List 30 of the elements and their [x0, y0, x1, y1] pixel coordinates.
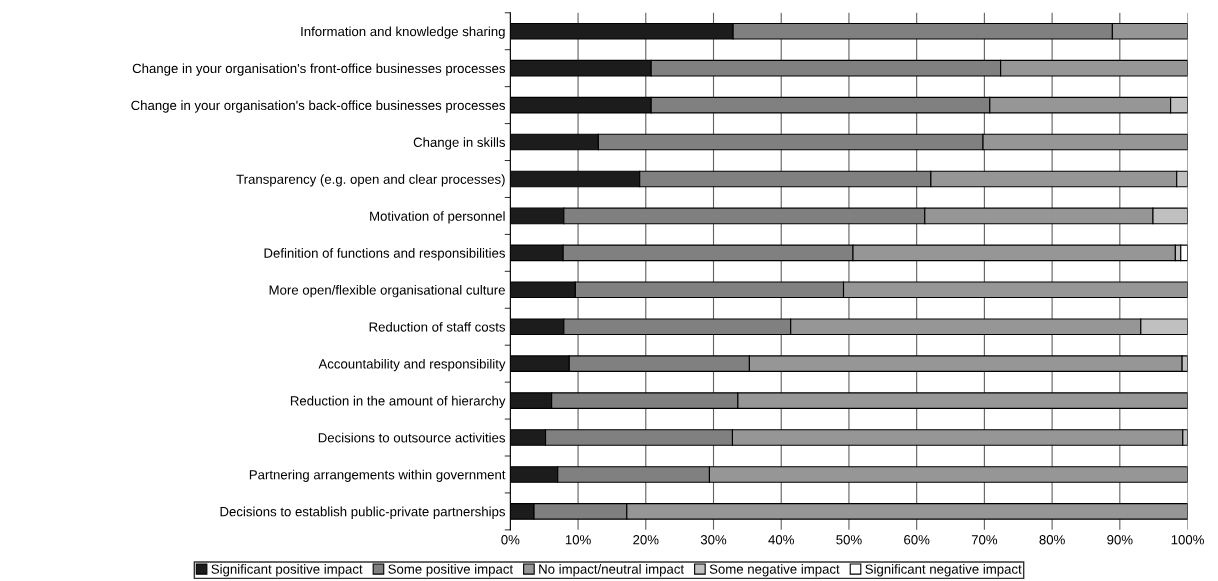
- x-tick-label: 60%: [904, 535, 930, 545]
- y-tick-label: Reduction of staff costs: [369, 321, 506, 332]
- x-tick-label: 10%: [565, 535, 591, 545]
- y-tick-label: Definition of functions and responsibilities: [264, 248, 506, 261]
- y-tick-label: Change in skills: [413, 137, 506, 150]
- x-tick-label: 20%: [633, 535, 659, 545]
- x-tick-label: 100%: [1171, 535, 1204, 545]
- legend-label: Significant negative impact: [865, 564, 1022, 577]
- y-tick-label: Change in your organisation's front-office businesses processes: [132, 63, 506, 76]
- x-tick-label: 90%: [1107, 535, 1133, 545]
- x-tick-label: 30%: [700, 535, 727, 545]
- y-tick-label: Decisions to establish public-private partnerships: [220, 506, 506, 519]
- x-tick-label: 0%: [501, 535, 520, 545]
- x-tick-label: 70%: [971, 535, 998, 545]
- x-tick-label: 50%: [836, 535, 862, 545]
- legend-label: No impact/neutral impact: [539, 564, 684, 577]
- y-tick-label: Decisions to outsource activities: [318, 432, 506, 443]
- y-tick-label: Accountability and responsibility: [318, 358, 506, 372]
- y-tick-label: Partnering arrangements within government: [249, 469, 506, 482]
- legend-label: Some negative impact: [709, 564, 840, 577]
- y-tick-label: Information and knowledge sharing: [301, 26, 505, 39]
- legend-label: Significant positive impact: [211, 564, 363, 577]
- legend-label: Some positive impact: [388, 564, 513, 577]
- y-tick-label: More open/flexible organisational culture: [269, 285, 505, 298]
- y-tick-label: Motivation of personnel: [370, 211, 505, 224]
- y-tick-label: Transparency (e.g. open and clear processes): [236, 174, 505, 187]
- y-tick-label: Reduction in the amount of hierarchy: [290, 395, 506, 409]
- x-tick-label: 80%: [1039, 535, 1065, 545]
- y-tick-label: Change in your organisation's back-office businesses processes: [131, 100, 506, 113]
- x-tick-label: 40%: [768, 535, 794, 545]
